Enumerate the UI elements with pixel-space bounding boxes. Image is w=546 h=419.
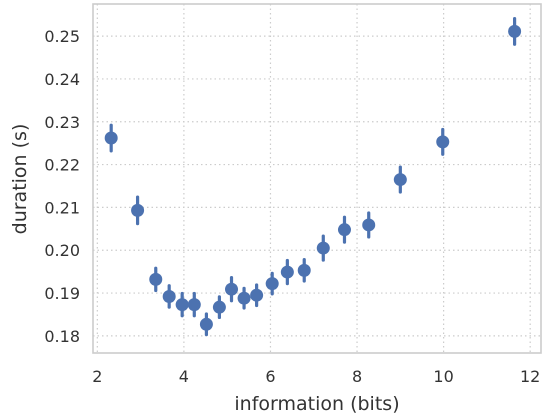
error-bars	[109, 16, 517, 337]
data-point	[250, 288, 264, 302]
data-point	[393, 173, 407, 187]
data-point	[131, 203, 145, 217]
x-tick-label: 12	[520, 367, 540, 386]
data-point	[508, 24, 522, 38]
data-point	[149, 272, 163, 286]
data-point	[265, 277, 279, 291]
x-axis-label: information (bits)	[234, 393, 399, 415]
x-tick-label: 4	[179, 367, 189, 386]
y-tick-label: 0.25	[44, 27, 80, 46]
data-point	[225, 282, 239, 296]
x-tick-label: 8	[352, 367, 362, 386]
plot-frame	[92, 3, 542, 354]
y-tick-label: 0.19	[44, 284, 80, 303]
data-point	[199, 317, 213, 331]
data-point	[175, 298, 189, 312]
data-point	[162, 289, 176, 303]
y-tick-labels: 0.18 0.19 0.20 0.21 0.22 0.23 0.24 0.25	[44, 27, 80, 346]
x-tick-label: 10	[433, 367, 453, 386]
data-point	[187, 298, 201, 312]
data-point	[316, 241, 330, 255]
data-point	[104, 131, 118, 145]
data-point	[280, 265, 294, 279]
y-axis-label: duration (s)	[9, 124, 31, 235]
y-tick-label: 0.18	[44, 327, 80, 346]
x-tick-label: 6	[265, 367, 275, 386]
data-point	[436, 135, 450, 149]
data-point	[212, 300, 226, 314]
grid-lines	[93, 4, 541, 353]
y-tick-label: 0.24	[44, 70, 80, 89]
y-tick-label: 0.23	[44, 113, 80, 132]
data-point	[337, 223, 351, 237]
x-tick-labels: 2 4 6 8 10 12	[92, 367, 540, 386]
y-tick-label: 0.20	[44, 241, 80, 260]
y-tick-label: 0.21	[44, 198, 80, 217]
y-tick-label: 0.22	[44, 156, 80, 175]
data-point	[237, 291, 251, 305]
data-point	[362, 218, 376, 232]
data-points	[104, 24, 522, 331]
data-point	[297, 263, 311, 277]
x-tick-label: 2	[92, 367, 102, 386]
